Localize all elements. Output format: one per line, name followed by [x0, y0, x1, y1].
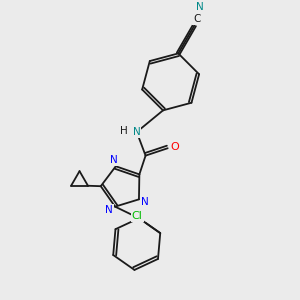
Text: N: N	[141, 197, 149, 207]
Text: O: O	[171, 142, 179, 152]
Text: H: H	[121, 126, 128, 136]
Text: N: N	[110, 155, 117, 165]
Text: N: N	[133, 127, 141, 137]
Text: Cl: Cl	[132, 211, 143, 221]
Text: N: N	[196, 2, 204, 12]
Text: C: C	[193, 14, 200, 24]
Text: N: N	[105, 205, 113, 214]
